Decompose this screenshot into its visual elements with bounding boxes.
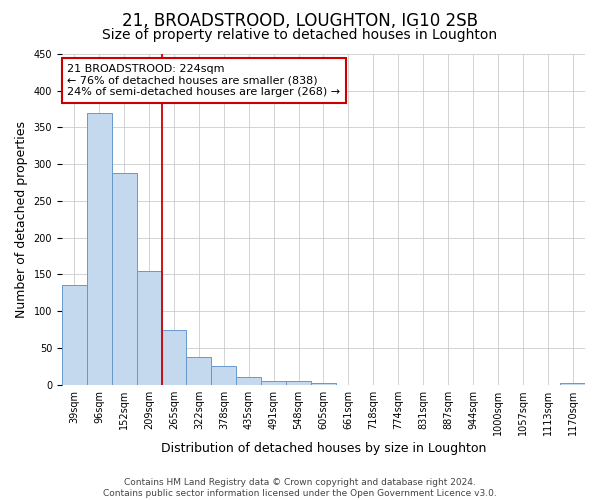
Bar — [261, 381, 286, 384]
Bar — [112, 173, 137, 384]
Bar — [286, 381, 311, 384]
Bar — [161, 330, 187, 384]
Bar — [211, 366, 236, 384]
Text: 21, BROADSTROOD, LOUGHTON, IG10 2SB: 21, BROADSTROOD, LOUGHTON, IG10 2SB — [122, 12, 478, 30]
Text: Contains HM Land Registry data © Crown copyright and database right 2024.
Contai: Contains HM Land Registry data © Crown c… — [103, 478, 497, 498]
Y-axis label: Number of detached properties: Number of detached properties — [15, 121, 28, 318]
X-axis label: Distribution of detached houses by size in Loughton: Distribution of detached houses by size … — [161, 442, 486, 455]
Bar — [311, 383, 336, 384]
Bar — [137, 271, 161, 384]
Bar — [62, 286, 87, 384]
Bar — [87, 113, 112, 384]
Bar — [236, 378, 261, 384]
Text: 21 BROADSTROOD: 224sqm
← 76% of detached houses are smaller (838)
24% of semi-de: 21 BROADSTROOD: 224sqm ← 76% of detached… — [67, 64, 340, 97]
Bar — [187, 357, 211, 384]
Bar — [560, 383, 585, 384]
Text: Size of property relative to detached houses in Loughton: Size of property relative to detached ho… — [103, 28, 497, 42]
